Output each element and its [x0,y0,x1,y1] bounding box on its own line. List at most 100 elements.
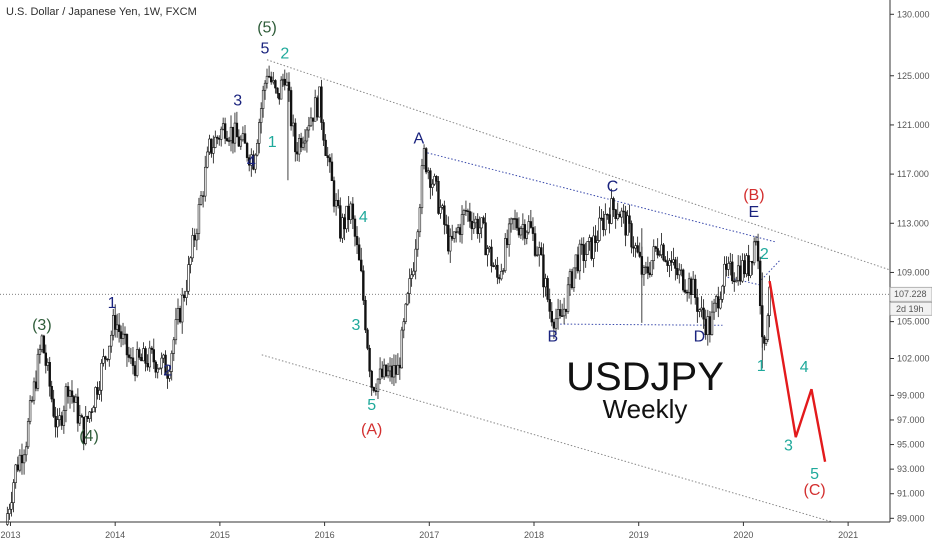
candle-body [729,261,732,264]
candle-body [119,331,123,339]
wave-label: 1 [757,358,766,375]
candle-body [500,271,503,280]
wave-label: 1 [268,134,277,151]
candle-body [662,244,665,261]
candle-body [612,198,615,211]
time-tick-label: 2017 [419,530,439,540]
candle-body [360,259,363,272]
candle-body [178,308,182,323]
candle-body [666,261,669,266]
candle-body [88,411,91,419]
candle-body [554,318,558,329]
candle-body [450,235,454,239]
candle-body [276,87,279,94]
candle-body [410,274,413,279]
candle-body [225,138,229,141]
candle-body [98,389,101,395]
candle-body [84,416,87,444]
candle-body [721,285,724,300]
candle-body [478,227,481,234]
candle-body [654,246,657,249]
wave-label: 1 [108,295,117,312]
candle-body [490,246,493,267]
candle-body [533,233,537,256]
candle-body [206,151,209,168]
wave-label: (3) [32,317,52,334]
candle-body [34,381,38,389]
candle-body [710,311,714,335]
candle-body [476,218,479,234]
candle-body [6,513,9,525]
candle-body [447,225,450,252]
candle-body [636,245,639,253]
candle-body [26,421,30,448]
candle-body [52,398,55,417]
candle-body [586,241,589,255]
candle-body [752,241,756,264]
candle-body [378,368,382,380]
candle-body [548,299,551,312]
candle-body [296,151,299,155]
candle-body [694,278,697,298]
candle-body [160,357,163,369]
candle-body [674,259,677,269]
candle-body [606,213,609,216]
candle-body [343,217,346,230]
candle-body [517,227,521,236]
candle-body [90,411,93,413]
candle-body [180,294,184,323]
candle-body [670,260,673,263]
wave-label: (5) [257,20,277,37]
candle-body [582,244,585,262]
candle-body [660,244,663,256]
candle-body [364,300,367,331]
candle-body [648,272,652,275]
candle-body [745,255,748,275]
candle-body [382,364,386,378]
candle-body [133,365,137,376]
candle-body [353,218,357,237]
candle-body [521,224,525,229]
candle-body [214,136,217,148]
candle-body [56,419,59,428]
candle-body [689,278,693,295]
candle-body [199,195,203,205]
candle-body [578,243,582,272]
triangle-lower-line [560,323,723,326]
candle-body [347,205,350,220]
candle-body [614,209,617,220]
candle-body [502,270,505,272]
time-tick-label: 2020 [733,530,753,540]
candle-body [698,309,701,312]
candle-body [142,348,145,362]
candle-body [443,205,446,225]
candle-body [78,415,82,424]
candle-body [706,316,710,336]
candle-body [602,217,605,231]
time-tick-label: 2015 [210,530,230,540]
candle-body [626,215,629,236]
triangle-upper-line [423,151,775,243]
candle-body [542,254,545,288]
candle-body [420,165,424,209]
candle-body [44,352,48,366]
candle-body [486,248,489,256]
candle-body [712,302,716,313]
candle-body [259,108,263,123]
candle-body [156,368,159,373]
candle-body [74,396,78,403]
candle-body [189,257,192,265]
candle-body [231,126,235,144]
candle-body [106,358,109,361]
candle-body [610,198,613,224]
wave-label: B [548,328,559,345]
candle-body [313,97,317,122]
last-price-label: 107.228 [894,289,927,299]
candle-body [58,415,61,420]
candle-body [195,233,199,241]
candle-body [449,235,452,252]
candle-body [529,221,533,228]
candle-body [16,464,19,471]
candle-body [576,254,580,272]
